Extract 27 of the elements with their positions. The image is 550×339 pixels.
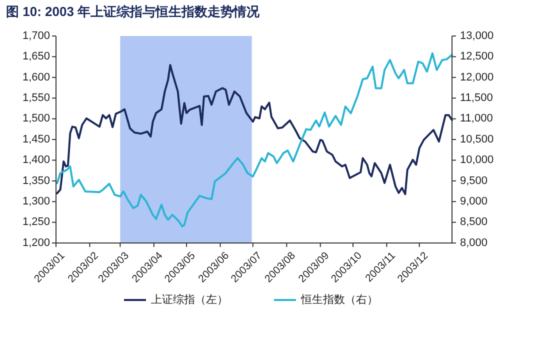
y-tick-label: 1,600 xyxy=(22,71,50,84)
y-tick-label: 1,450 xyxy=(22,133,50,146)
y2-tick-label: 13,000 xyxy=(460,30,494,42)
y2-tick-label: 8,500 xyxy=(460,216,488,228)
y-tick-label: 1,350 xyxy=(22,174,50,187)
y-tick-label: 1,700 xyxy=(22,30,50,42)
line-series xyxy=(56,52,453,228)
y2-tick-label: 12,000 xyxy=(460,71,494,84)
y2-tick-label: 10,500 xyxy=(460,133,494,146)
chart-title: 图 10: 2003 年上证综指与恒生指数走势情况 xyxy=(6,4,261,19)
y-tick-label: 1,200 xyxy=(22,236,50,249)
y-tick-label: 1,650 xyxy=(22,50,50,63)
y2-tick-label: 8,000 xyxy=(460,236,488,249)
y2-tick-label: 11,500 xyxy=(460,92,493,104)
y2-tick-label: 12,500 xyxy=(460,50,494,63)
y-tick-label: 1,500 xyxy=(22,112,50,125)
y2-tick-label: 9,000 xyxy=(460,196,488,208)
legend-label: 恒生指数（右） xyxy=(300,292,378,306)
y2-tick-label: 11,000 xyxy=(460,112,493,125)
y-tick-label: 1,550 xyxy=(22,92,50,104)
y-tick-label: 1,250 xyxy=(22,216,50,228)
legend-label: 上证综指（左） xyxy=(151,292,228,306)
y-tick-label: 1,300 xyxy=(22,196,50,208)
y-tick-label: 1,400 xyxy=(22,154,50,166)
y2-tick-label: 10,000 xyxy=(460,154,494,166)
line-series xyxy=(56,64,453,196)
y2-tick-label: 9,500 xyxy=(460,174,488,187)
